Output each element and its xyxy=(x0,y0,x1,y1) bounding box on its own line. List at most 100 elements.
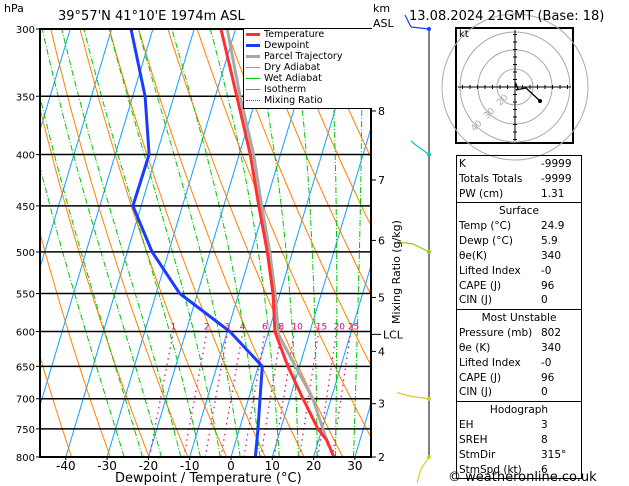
row-label: EH xyxy=(459,419,474,432)
legend: Temperature Dewpoint Parcel Trajectory Dry … xyxy=(243,29,372,109)
row-value: -0 xyxy=(541,356,552,369)
isotherm-line xyxy=(106,29,236,457)
row-value: 0 xyxy=(541,386,548,399)
x-tick-label: -30 xyxy=(97,459,117,473)
wind-barb xyxy=(420,456,430,470)
dewpoint-line xyxy=(129,29,264,457)
indices-table: K -9999 Totals Totals -9999 PW (cm) 1.31 Surf… xyxy=(456,155,582,480)
table-row: PW (cm) 1.31 xyxy=(459,187,579,202)
pressure-tick-label: 800 xyxy=(16,453,35,464)
isotherm-line xyxy=(65,29,195,457)
table-row: SREH 8 xyxy=(459,433,579,448)
wind-barb-flag xyxy=(416,468,422,484)
row-value: 1.31 xyxy=(541,187,565,200)
pressure-tick-label: 700 xyxy=(16,395,35,406)
pressure-tick-label: 650 xyxy=(16,362,35,373)
pressure-tick-label: 600 xyxy=(16,327,35,338)
mixing-ratio-label: 6 xyxy=(262,322,268,332)
dry-adiabat-line xyxy=(313,29,371,160)
row-value: 5.9 xyxy=(541,235,558,248)
row-value: 802 xyxy=(541,327,562,340)
wind-barb-flag xyxy=(410,140,416,145)
row-value: 96 xyxy=(541,279,555,292)
km-tick-label: 2 xyxy=(378,451,385,464)
row-label: θe(K) xyxy=(459,249,487,262)
table-row: Lifted Index -0 xyxy=(459,356,579,371)
x-tick-label: 30 xyxy=(347,459,362,473)
row-label: K xyxy=(459,158,466,170)
legend-swatch xyxy=(246,78,260,79)
x-tick-label: 20 xyxy=(306,459,321,473)
hodograph-ring-label: 20 xyxy=(495,93,510,108)
axes: 1 2 3 4 6 8 10 15 20 2530035040045050055060065070… xyxy=(16,25,404,473)
row-label: Lifted Index xyxy=(459,264,521,277)
hodograph-trace xyxy=(514,82,541,102)
table-row: StmSpd (kt) 6 xyxy=(459,463,579,478)
row-value: 6 xyxy=(541,463,548,476)
row-label: CIN (J) xyxy=(459,386,492,399)
mixing-ratio-line xyxy=(332,331,352,457)
table-row: CAPE (J) 96 xyxy=(459,371,579,386)
table-row: CAPE (J) 96 xyxy=(459,279,579,294)
row-value: -0 xyxy=(541,264,552,277)
row-label: Temp (°C) xyxy=(459,220,512,233)
datetime-title: 13.08.2024 21GMT (Base: 18) xyxy=(409,9,605,24)
mixing-ratio-label: 8 xyxy=(278,322,284,332)
legend-swatch xyxy=(246,67,260,68)
wind-barb xyxy=(412,243,430,253)
legend-label: Parcel Trajectory xyxy=(264,51,343,62)
legend-swatch xyxy=(246,33,260,36)
wind-barb xyxy=(410,26,430,30)
hodograph-section: Hodograph EH 3 SREH 8 StmDir 315° StmSpd (kt) 6 xyxy=(456,401,582,480)
dry-adiabat-line xyxy=(284,29,371,227)
legend-item: Wet Adiabat xyxy=(244,73,372,84)
row-label: CIN (J) xyxy=(459,294,492,307)
dry-adiabat-line xyxy=(108,29,266,457)
surface-section: Surface Temp (°C) 24.9 Dewp (°C) 5.9 θe(K) 340… xyxy=(456,202,582,310)
km-tick-label: 4 xyxy=(378,345,385,358)
legend-item: Dry Adiabat xyxy=(244,62,372,73)
mixing-ratio-label: 10 xyxy=(291,322,303,332)
row-value: 96 xyxy=(541,371,555,384)
legend-label: Dry Adiabat xyxy=(264,62,321,73)
row-label: Dewp (°C) xyxy=(459,235,513,248)
row-label: PW (cm) xyxy=(459,187,504,200)
pressure-unit: hPa xyxy=(4,2,24,15)
legend-label: Mixing Ratio xyxy=(264,95,323,106)
table-row: θe (K) 340 xyxy=(459,341,579,356)
pressure-tick-label: 450 xyxy=(16,202,35,213)
dry-adiabat-line xyxy=(607,29,629,457)
isotherm-line xyxy=(313,263,371,457)
wind-barb-flag xyxy=(404,14,412,28)
isotherm-line xyxy=(40,29,71,132)
row-label: StmSpd (kt) xyxy=(459,463,522,476)
wind-barb xyxy=(414,144,430,156)
pressure-tick-label: 500 xyxy=(16,248,35,259)
table-row: θe(K) 340 xyxy=(459,249,579,264)
legend-swatch xyxy=(246,44,260,47)
dry-adiabat-line xyxy=(578,29,629,457)
legend-swatch xyxy=(246,89,260,90)
row-label: Lifted Index xyxy=(459,356,521,369)
wet-adiabat-line xyxy=(83,29,201,457)
legend-item: Dewpoint xyxy=(244,40,372,51)
wind-barb xyxy=(412,396,430,400)
most-unstable-title: Most Unstable xyxy=(481,312,557,325)
x-tick-label: 10 xyxy=(265,459,280,473)
km-tick-label: 7 xyxy=(378,174,385,187)
table-row: K -9999 xyxy=(459,157,579,172)
row-label: Pressure (mb) xyxy=(459,327,533,340)
temperature-line xyxy=(219,29,336,457)
surface-title: Surface xyxy=(498,205,539,218)
mixing-ratio-label: 20 xyxy=(334,322,346,332)
dry-adiabat-line xyxy=(40,354,73,457)
row-value: 24.9 xyxy=(541,220,565,233)
x-tick-label: -40 xyxy=(56,459,76,473)
location-title: 39°57'N 41°10'E 1974m ASL xyxy=(58,9,245,24)
row-value: 0 xyxy=(541,294,548,307)
mixing-ratio-label: 1 xyxy=(170,322,176,332)
row-value: 340 xyxy=(541,249,562,262)
table-row: Temp (°C) 24.9 xyxy=(459,219,579,234)
